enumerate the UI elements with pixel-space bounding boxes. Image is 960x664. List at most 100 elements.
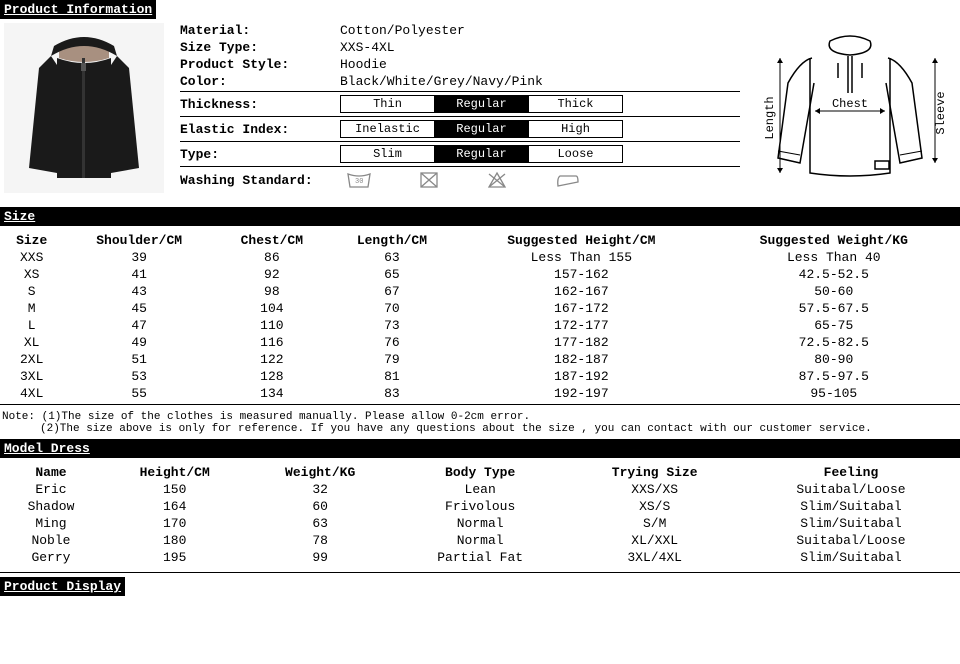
size-cell: 72.5-82.5 xyxy=(708,334,960,351)
model-cell: Frivolous xyxy=(393,498,568,515)
thickness-option: Thick xyxy=(528,95,623,113)
model-cell: XXS/XS xyxy=(567,481,742,498)
size-cell: 41 xyxy=(63,266,215,283)
size-cell: 95-105 xyxy=(708,385,960,402)
elastic-row: Elastic Index: InelasticRegularHigh xyxy=(180,120,740,138)
size-cell: L xyxy=(0,317,63,334)
size-cell: 4XL xyxy=(0,385,63,402)
color-label: Color: xyxy=(180,74,340,89)
model-cell: 180 xyxy=(102,532,247,549)
size-cell: 43 xyxy=(63,283,215,300)
model-cell: Gerry xyxy=(0,549,102,566)
product-attributes: Material: Cotton/Polyester Size Type: XX… xyxy=(164,23,740,190)
size-cell: 39 xyxy=(63,249,215,266)
model-cell: Noble xyxy=(0,532,102,549)
thickness-row: Thickness: ThinRegularThick xyxy=(180,95,740,113)
size-cell: XS xyxy=(0,266,63,283)
elastic-option: Inelastic xyxy=(340,120,435,138)
size-header: Suggested Weight/KG xyxy=(708,232,960,249)
diagram-sleeve-label: Sleeve xyxy=(934,91,948,134)
size-cell: 122 xyxy=(215,351,329,368)
table-row: Ming17063NormalS/MSlim/Suitabal xyxy=(0,515,960,532)
size-cell: 65-75 xyxy=(708,317,960,334)
size-cell: 172-177 xyxy=(455,317,707,334)
product-display-header: Product Display xyxy=(0,577,125,596)
model-cell: 150 xyxy=(102,481,247,498)
model-cell: 63 xyxy=(247,515,392,532)
size-cell: 98 xyxy=(215,283,329,300)
size-cell: Less Than 40 xyxy=(708,249,960,266)
size-cell: 104 xyxy=(215,300,329,317)
model-cell: Suitabal/Loose xyxy=(742,481,960,498)
table-row: 2XL5112279182-18780-90 xyxy=(0,351,960,368)
model-cell: 60 xyxy=(247,498,392,515)
hoodie-photo-svg xyxy=(9,28,159,188)
size-cell: 167-172 xyxy=(455,300,707,317)
table-row: M4510470167-17257.5-67.5 xyxy=(0,300,960,317)
model-cell: Normal xyxy=(393,532,568,549)
thickness-label: Thickness: xyxy=(180,97,340,112)
size-cell: 55 xyxy=(63,385,215,402)
size-cell: 81 xyxy=(329,368,455,385)
size-cell: 45 xyxy=(63,300,215,317)
size-header: Chest/CM xyxy=(215,232,329,249)
style-label: Product Style: xyxy=(180,57,340,72)
size-header: Size xyxy=(0,232,63,249)
size-cell: 63 xyxy=(329,249,455,266)
size-header: Shoulder/CM xyxy=(63,232,215,249)
size-cell: 3XL xyxy=(0,368,63,385)
size-cell: 42.5-52.5 xyxy=(708,266,960,283)
table-row: Eric15032LeanXXS/XSSuitabal/Loose xyxy=(0,481,960,498)
size-header: Size xyxy=(0,207,960,226)
model-cell: Ming xyxy=(0,515,102,532)
size-diagram: Chest Length Sleeve xyxy=(740,23,960,203)
size-cell: M xyxy=(0,300,63,317)
elastic-option: Regular xyxy=(434,120,529,138)
size-cell: 53 xyxy=(63,368,215,385)
product-info-header: Product Information xyxy=(0,0,156,19)
svg-text:30: 30 xyxy=(355,178,363,186)
size-cell: 51 xyxy=(63,351,215,368)
size-cell: 79 xyxy=(329,351,455,368)
model-cell: Partial Fat xyxy=(393,549,568,566)
table-row: XS419265157-16242.5-52.5 xyxy=(0,266,960,283)
size-note: Note: (1)The size of the clothes is meas… xyxy=(0,407,960,439)
table-row: XL4911676177-18272.5-82.5 xyxy=(0,334,960,351)
type-row: Type: SlimRegularLoose xyxy=(180,145,740,163)
model-cell: 170 xyxy=(102,515,247,532)
size-cell: 73 xyxy=(329,317,455,334)
size-cell: 162-167 xyxy=(455,283,707,300)
thickness-option: Regular xyxy=(434,95,529,113)
model-header: Name xyxy=(0,464,102,481)
model-cell: Shadow xyxy=(0,498,102,515)
size-type-value: XXS-4XL xyxy=(340,40,740,55)
washing-row: Washing Standard: 30 xyxy=(180,170,740,190)
table-row: Shadow16460FrivolousXS/SSlim/Suitabal xyxy=(0,498,960,515)
size-cell: 157-162 xyxy=(455,266,707,283)
model-cell: 164 xyxy=(102,498,247,515)
table-row: 4XL5513483192-19795-105 xyxy=(0,385,960,402)
model-cell: 32 xyxy=(247,481,392,498)
size-cell: S xyxy=(0,283,63,300)
table-row: 3XL5312881187-19287.5-97.5 xyxy=(0,368,960,385)
diagram-chest-label: Chest xyxy=(832,97,868,111)
model-cell: Eric xyxy=(0,481,102,498)
size-cell: 47 xyxy=(63,317,215,334)
size-cell: 134 xyxy=(215,385,329,402)
size-cell: 70 xyxy=(329,300,455,317)
product-info-block: Material: Cotton/Polyester Size Type: XX… xyxy=(0,19,960,207)
model-cell: Slim/Suitabal xyxy=(742,549,960,566)
model-header: Trying Size xyxy=(567,464,742,481)
color-value: Black/White/Grey/Navy/Pink xyxy=(340,74,740,89)
wash-icon-nobleach xyxy=(418,170,440,190)
model-header: Height/CM xyxy=(102,464,247,481)
size-cell: 128 xyxy=(215,368,329,385)
table-row: Noble18078NormalXL/XXLSuitabal/Loose xyxy=(0,532,960,549)
size-cell: 177-182 xyxy=(455,334,707,351)
thickness-option: Thin xyxy=(340,95,435,113)
elastic-label: Elastic Index: xyxy=(180,122,340,137)
size-cell: 187-192 xyxy=(455,368,707,385)
model-header: Feeling xyxy=(742,464,960,481)
size-cell: 67 xyxy=(329,283,455,300)
style-value: Hoodie xyxy=(340,57,740,72)
